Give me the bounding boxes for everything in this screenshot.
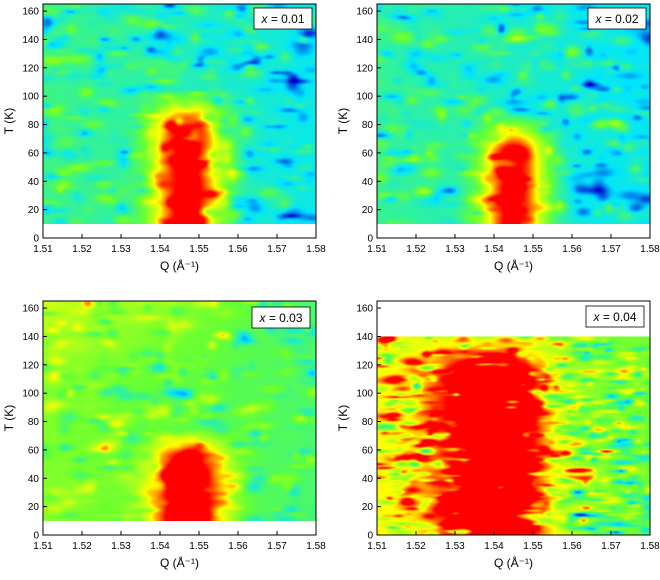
x-tick-label: 1.51 [367,244,387,255]
x-tick-label: 1.54 [150,541,170,552]
y-tick-label: 160 [356,304,373,315]
y-tick-label: 160 [22,304,39,315]
y-axis-label: T (K) [336,405,350,431]
y-tick-label: 20 [28,205,40,216]
plot-frame [376,3,651,239]
y-axis-label: T (K) [2,108,16,134]
x-tick-label: 1.51 [33,541,53,552]
x-tick-label: 1.56 [228,244,248,255]
panel-label-box [253,7,313,30]
y-tick-label: 0 [367,531,373,542]
x-tick-label: 1.58 [640,244,660,255]
panel-label-box [585,305,645,328]
x-tick-label: 1.53 [111,541,131,552]
x-axis-label: Q (Å⁻¹) [160,555,199,570]
y-tick-label: 40 [28,474,40,485]
plot-frame [376,300,651,536]
x-tick-label: 1.53 [111,244,131,255]
y-tick-label: 100 [22,389,39,400]
x-tick-label: 1.57 [601,541,621,552]
y-tick-label: 80 [28,120,40,131]
y-axis-label: T (K) [2,405,16,431]
x-tick-label: 1.56 [562,541,582,552]
panel-label: x = 0.01 [260,12,304,26]
x-tick-label: 1.53 [445,541,465,552]
x-tick-label: 1.58 [640,541,660,552]
y-tick-label: 100 [22,92,39,103]
y-tick-label: 80 [28,417,40,428]
x-tick-label: 1.56 [562,244,582,255]
x-tick-label: 1.56 [228,541,248,552]
heatmap-image [43,301,316,521]
y-tick-label: 60 [28,445,40,456]
y-tick-label: 120 [22,63,39,74]
x-tick-label: 1.54 [484,541,504,552]
x-tick-label: 1.55 [189,244,209,255]
x-tick-label: 1.57 [601,244,621,255]
y-tick-label: 0 [33,234,39,245]
panel-label: x = 0.02 [594,12,638,26]
y-tick-label: 20 [362,502,374,513]
y-tick-label: 120 [22,360,39,371]
x-tick-label: 1.54 [150,244,170,255]
y-tick-label: 60 [28,148,40,159]
x-tick-label: 1.51 [367,541,387,552]
x-tick-label: 1.52 [406,244,426,255]
y-tick-label: 20 [362,205,374,216]
panel-label: x = 0.03 [258,311,302,325]
panel-label: x = 0.04 [592,310,636,324]
y-tick-label: 160 [356,7,373,18]
y-tick-label: 80 [362,417,374,428]
y-tick-label: 100 [356,389,373,400]
x-axis-label: Q (Å⁻¹) [160,258,199,273]
heatmap-image [377,336,650,536]
panel-label-box [251,306,311,329]
plot-frame [42,3,317,239]
chart-panel-3: 1.51 1.52 1.53 1.54 1.55 1.56 1.57 1.58 0 20 40 60 8… [2,300,326,570]
y-tick-label: 60 [362,148,374,159]
y-tick-label: 140 [22,332,39,343]
x-tick-label: 1.55 [189,541,209,552]
x-tick-label: 1.52 [72,244,92,255]
x-tick-label: 1.53 [445,244,465,255]
chart-panel-1: 1.51 1.52 1.53 1.54 1.55 1.56 1.57 1.58 0 20 40 60 8… [2,3,326,273]
y-tick-label: 140 [22,35,39,46]
x-tick-label: 1.51 [33,244,53,255]
y-tick-label: 40 [362,177,374,188]
x-axis-label: Q (Å⁻¹) [494,258,533,273]
x-tick-label: 1.55 [523,541,543,552]
heatmap-image [43,4,316,224]
x-tick-label: 1.52 [72,541,92,552]
x-tick-label: 1.57 [267,541,287,552]
panel-label-box [587,7,647,30]
y-tick-label: 20 [28,502,40,513]
chart-panel-2: 1.51 1.52 1.53 1.54 1.55 1.56 1.57 1.58 0 20 40 60 8… [336,3,660,273]
y-tick-label: 140 [356,35,373,46]
chart-panel-4: 1.51 1.52 1.53 1.54 1.55 1.56 1.57 1.58 0 20 40 60 8… [336,300,660,570]
x-tick-label: 1.57 [267,244,287,255]
heatmap-image [377,4,650,224]
y-tick-label: 160 [22,7,39,18]
x-tick-label: 1.55 [523,244,543,255]
y-tick-label: 40 [362,474,374,485]
y-tick-label: 0 [367,234,373,245]
x-axis-label: Q (Å⁻¹) [494,555,533,570]
y-tick-label: 100 [356,92,373,103]
x-tick-label: 1.54 [484,244,504,255]
y-axis-label: T (K) [336,108,350,134]
y-tick-label: 120 [356,360,373,371]
plot-frame [42,300,317,536]
y-tick-label: 40 [28,177,40,188]
x-tick-label: 1.58 [306,244,326,255]
x-tick-label: 1.58 [306,541,326,552]
y-tick-label: 140 [356,332,373,343]
y-tick-label: 60 [362,445,374,456]
y-tick-label: 0 [33,531,39,542]
x-tick-label: 1.52 [406,541,426,552]
y-tick-label: 120 [356,63,373,74]
y-tick-label: 80 [362,120,374,131]
